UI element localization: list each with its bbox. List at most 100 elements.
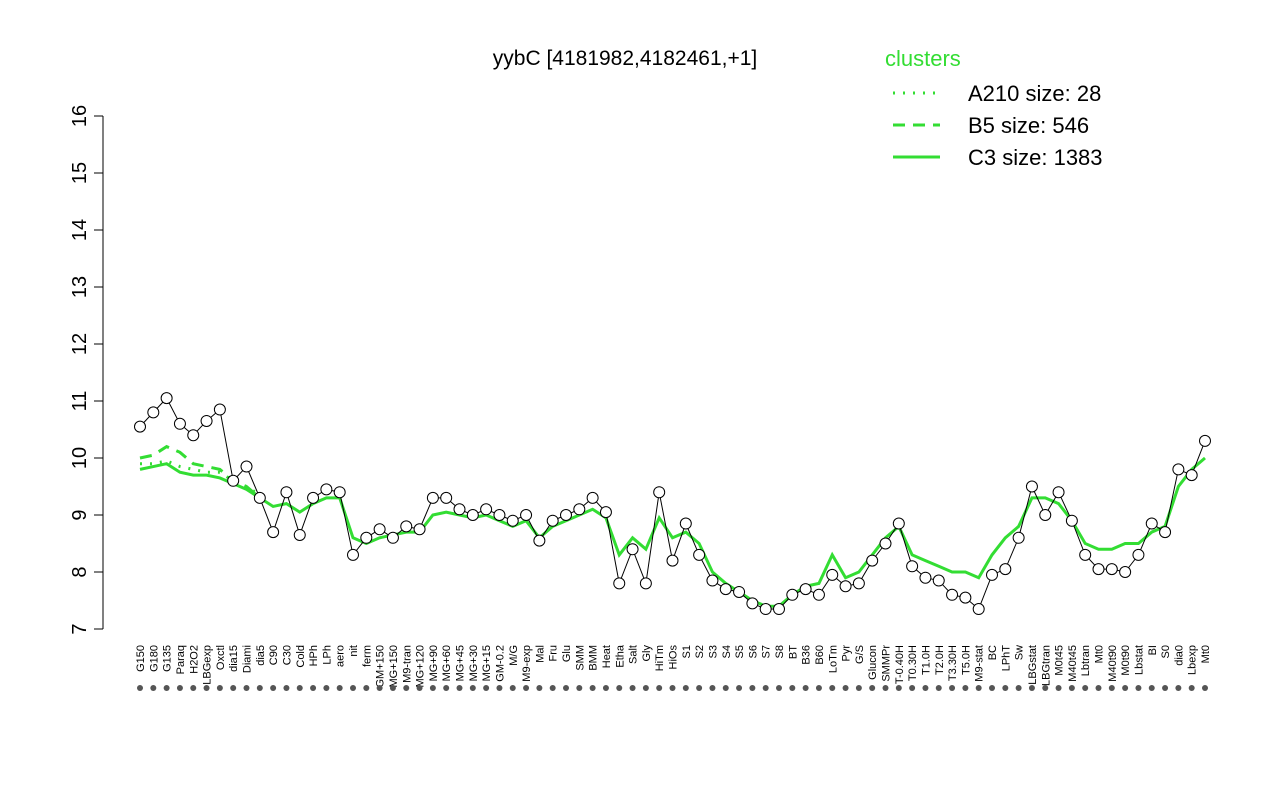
rug-dot — [909, 685, 916, 691]
rug-dot — [270, 685, 277, 691]
point — [653, 486, 666, 499]
rug-dot — [376, 685, 383, 691]
rug-dot — [190, 685, 197, 691]
x-tick-label: G150 — [135, 645, 147, 672]
rug-dot — [815, 685, 822, 691]
point — [1199, 434, 1211, 447]
point — [906, 560, 919, 573]
point — [706, 574, 719, 587]
x-tick-label: Mt0 — [1200, 645, 1212, 663]
x-tick-label: B60 — [814, 645, 826, 665]
rug-dot — [443, 685, 450, 691]
y-tick-label: 14 — [69, 219, 91, 241]
point — [852, 577, 865, 590]
point — [466, 509, 479, 521]
point — [134, 420, 146, 433]
rug-dot — [722, 685, 729, 691]
y-tick-label: 11 — [69, 391, 91, 412]
x-tick-label: MG+120 — [415, 645, 427, 688]
x-tick-label: S2 — [694, 645, 706, 658]
point — [1105, 563, 1118, 576]
rug-dot — [629, 685, 636, 691]
rug-dot — [283, 685, 290, 691]
point — [986, 568, 998, 581]
rug-dot — [576, 685, 583, 691]
x-tick-label: T5.0H — [960, 645, 972, 675]
x-tick-label: BI — [1147, 645, 1159, 655]
point — [1012, 531, 1025, 544]
x-tick-label: Etha — [614, 644, 626, 668]
point — [333, 486, 346, 499]
point — [546, 514, 559, 527]
x-tick-label: G/S — [854, 645, 866, 664]
rug-dot — [469, 685, 476, 691]
rug-dot — [895, 685, 902, 691]
rug-dot — [523, 685, 530, 691]
rug-dot — [1055, 685, 1062, 691]
point — [812, 588, 825, 601]
point — [1119, 566, 1132, 578]
series-line — [139, 397, 1206, 610]
point — [440, 491, 453, 504]
point — [1132, 548, 1145, 561]
rug-dot — [669, 685, 676, 691]
x-tick-label: LBGexp — [202, 645, 214, 685]
point — [773, 603, 785, 616]
x-tick-label: BC — [987, 645, 999, 660]
rug-dot — [163, 685, 170, 691]
rug-dot — [696, 685, 703, 691]
point — [1079, 548, 1092, 561]
point — [879, 537, 892, 550]
rug-dot — [1188, 685, 1195, 691]
x-tick-label: M40t45 — [1067, 645, 1079, 682]
rug-dot — [230, 685, 237, 691]
point — [972, 603, 985, 616]
point — [1092, 563, 1105, 576]
x-tick-label: Glu — [561, 645, 573, 662]
point — [826, 568, 839, 581]
rug-dot — [989, 685, 995, 691]
rug-dot — [1148, 685, 1155, 691]
x-tick-label: Salt — [628, 645, 640, 664]
rug-dot — [1108, 685, 1115, 691]
point — [599, 506, 612, 519]
legend-title: clusters — [885, 46, 961, 71]
x-tick-label: Glucon — [867, 645, 879, 680]
rug-dot — [842, 685, 849, 691]
rug-dot — [709, 685, 716, 691]
point — [1065, 514, 1078, 527]
rug-dot — [1068, 685, 1075, 691]
point — [1185, 469, 1198, 482]
rug-dot — [829, 685, 836, 691]
point — [227, 474, 240, 487]
rug-dot — [642, 685, 649, 691]
rug-dot — [216, 685, 223, 691]
x-tick-label: B36 — [801, 645, 813, 665]
y-tick-label: 7 — [69, 623, 91, 634]
rug-dot — [776, 685, 782, 691]
rug-dot — [310, 685, 317, 691]
x-tick-label: Sw — [1014, 645, 1026, 660]
x-tick-label: HiOs — [668, 645, 680, 670]
rug-dot — [616, 685, 623, 691]
point — [453, 503, 466, 516]
x-tick-label: S7 — [761, 645, 773, 658]
x-tick-label: Gly — [641, 645, 653, 662]
x-tick-label: S1 — [681, 645, 693, 658]
point — [413, 523, 426, 536]
point — [733, 585, 746, 598]
point — [639, 577, 652, 590]
x-tick-label: Mt0 — [1094, 645, 1106, 663]
x-tick-label: SMMPr — [881, 645, 893, 682]
x-tick-label: S3 — [707, 645, 719, 658]
y-tick-label: 15 — [69, 162, 91, 184]
rug-dot — [456, 685, 463, 691]
x-tick-label: BMM — [588, 645, 600, 671]
rug-dot — [1202, 685, 1208, 691]
x-tick-label: G180 — [148, 645, 160, 672]
x-tick-label: dia5 — [255, 645, 267, 666]
rug-dot — [922, 685, 929, 691]
x-tick-label: MG+45 — [455, 645, 467, 681]
x-tick-label: LBGstat — [1027, 645, 1039, 685]
